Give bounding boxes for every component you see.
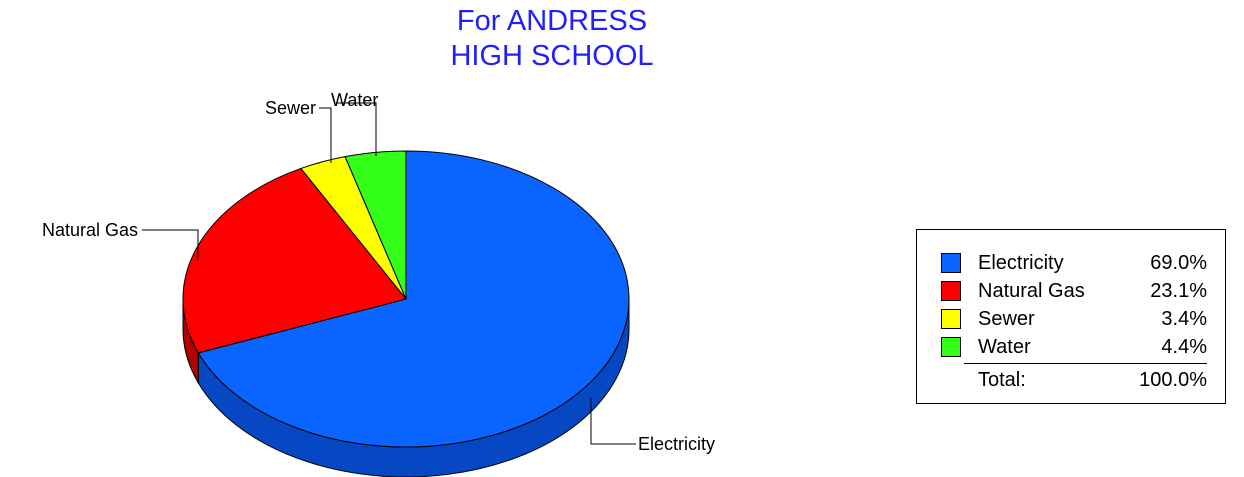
pie-label-water: Water: [331, 90, 378, 110]
legend-total-label: Total:: [978, 369, 1026, 391]
legend-divider: [964, 363, 1207, 364]
pie-label-sewer: Sewer: [265, 98, 316, 118]
pie-slice-natural-gas: [182, 167, 407, 354]
legend-item-electricity: Electricity 69.0%: [917, 251, 1225, 275]
legend-item-natural-gas: Natural Gas 23.1%: [917, 279, 1225, 303]
legend-label-natural-gas: Natural Gas: [978, 280, 1085, 302]
legend-value-natural-gas: 23.1%: [1150, 280, 1207, 302]
chart-title: For ANDRESS HIGH SCHOOL: [327, 4, 777, 74]
pie-slice-water: [344, 150, 407, 300]
leader-line-natural-gas: [142, 229, 199, 261]
leader-line-water: [336, 102, 377, 156]
legend-label-water: Water: [978, 336, 1031, 358]
legend-swatch-natural-gas: [941, 281, 961, 301]
pie-slice-electricity: [197, 150, 630, 448]
leader-line-sewer: [319, 107, 332, 163]
chart-title-line-2: HIGH SCHOOL: [450, 40, 654, 72]
legend-item-water: Water 4.4%: [917, 335, 1225, 359]
legend-value-water: 4.4%: [1161, 336, 1207, 358]
legend-total-value: 100.0%: [1139, 369, 1207, 391]
legend-swatch-sewer: [941, 309, 961, 329]
legend-item-sewer: Sewer 3.4%: [917, 307, 1225, 331]
legend-swatch-water: [941, 337, 961, 357]
legend-label-sewer: Sewer: [978, 308, 1035, 330]
chart-title-line-1: For ANDRESS: [456, 5, 648, 37]
legend-value-sewer: 3.4%: [1161, 308, 1207, 330]
legend: Electricity 69.0% Natural Gas 23.1% Sewe…: [916, 229, 1226, 404]
legend-value-electricity: 69.0%: [1150, 252, 1207, 274]
leader-line-electricity: [590, 398, 636, 445]
legend-swatch-electricity: [941, 253, 961, 273]
pie-label-electricity: Electricity: [638, 434, 715, 454]
legend-total-row: Total: 100.0%: [917, 368, 1225, 392]
pie-label-natural-gas: Natural Gas: [42, 220, 138, 240]
legend-label-electricity: Electricity: [978, 252, 1064, 274]
